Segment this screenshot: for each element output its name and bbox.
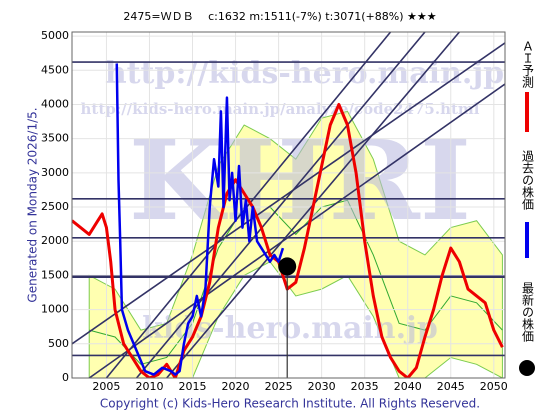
x-tick-label: 2025	[265, 380, 293, 393]
y-tick-label: 2000	[41, 234, 69, 247]
y-tick-label: 3500	[41, 132, 69, 145]
watermark: KHRI	[129, 116, 471, 245]
legend-label: 最新の株価	[521, 282, 535, 342]
x-tick-label: 2010	[135, 380, 163, 393]
x-tick-label: 2020	[222, 380, 250, 393]
trend-line	[72, 42, 505, 345]
y-tick-label: 3000	[41, 166, 69, 179]
x-tick-label: 2040	[394, 380, 422, 393]
x-tick-label: 2035	[351, 380, 379, 393]
trend-line	[88, 83, 505, 378]
plot: http://kids-hero.main.jp/http://kids-her…	[72, 32, 515, 378]
band-median	[89, 199, 503, 365]
x-tick-label: 2015	[179, 380, 207, 393]
y-tick-label: 500	[48, 337, 69, 350]
x-tick-label: 2050	[480, 380, 508, 393]
y-tick-label: 0	[62, 371, 69, 384]
y-tick-label: 4000	[41, 97, 69, 110]
trend-line	[105, 32, 392, 378]
x-tick-label: 2005	[92, 380, 120, 393]
trend-line	[135, 32, 426, 378]
y-tick-label: 1000	[41, 303, 69, 316]
footer: Copyright (c) Kids-Hero Research Institu…	[100, 397, 480, 411]
chart-title: 2475=ＷＤＢ c:1632 m:1511(-7%) t:3071(+88%)…	[123, 10, 436, 23]
latest-point	[278, 257, 297, 276]
side-label: Generated on Monday 2026/1/5.	[26, 107, 40, 302]
y-tick-label: 1500	[41, 268, 69, 281]
x-tick-label: 2030	[308, 380, 336, 393]
legend-swatch	[519, 360, 535, 376]
series-line	[115, 63, 285, 376]
watermark: http://kids-hero.main.jp/	[105, 56, 515, 91]
plot-border	[71, 31, 506, 379]
legend-label: 過去の株価	[521, 150, 535, 210]
y-tick-label: 2500	[41, 200, 69, 213]
legend-label: ＡＩ予測	[521, 40, 535, 89]
y-tick-label: 5000	[41, 29, 69, 42]
x-tick-label: 2045	[437, 380, 465, 393]
y-tick-label: 4500	[41, 63, 69, 76]
